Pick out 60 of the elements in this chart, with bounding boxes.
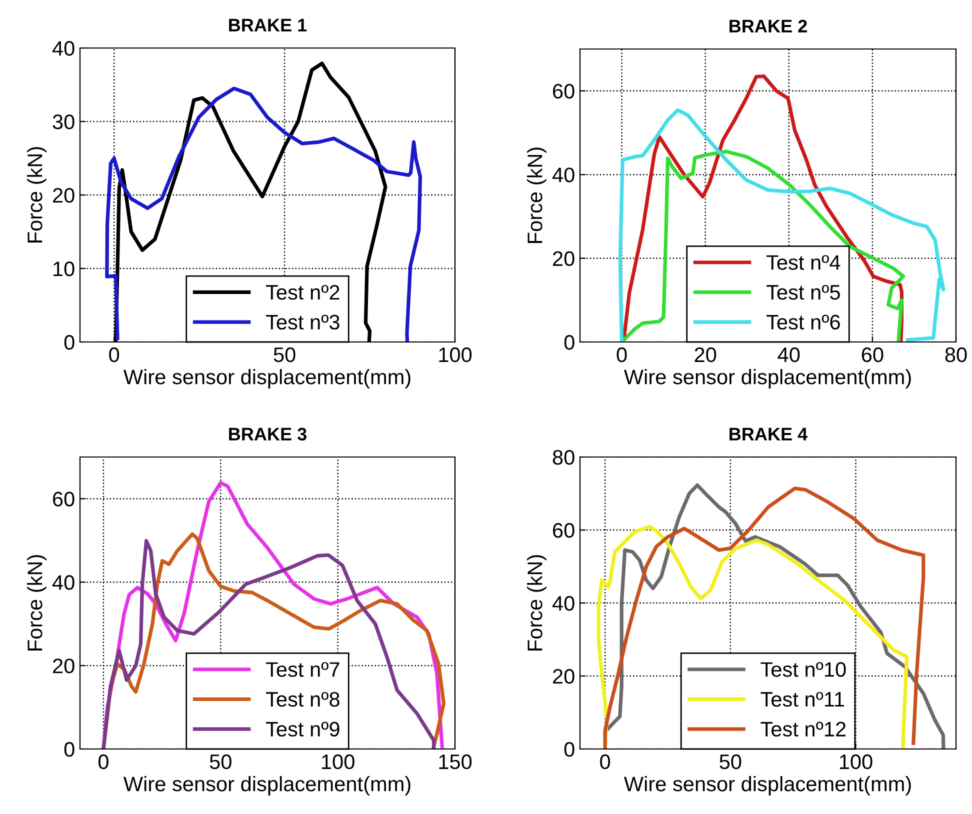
x-axis-title: Wire sensor displacement(mm): [624, 369, 911, 388]
y-tick-label: 80: [552, 450, 574, 465]
line-series: [622, 74, 904, 342]
y-tick-label: 0: [564, 335, 574, 350]
y-tick-label: 10: [54, 262, 74, 276]
legend-label: Test nº6: [766, 314, 840, 330]
x-tick-label: 20: [694, 347, 716, 362]
chart-title: BRAKE 4: [730, 428, 808, 440]
line-series: [596, 524, 909, 749]
x-tick-label: 100: [439, 347, 472, 362]
y-tick-label: 0: [64, 742, 74, 757]
x-tick-label: 50: [210, 754, 232, 770]
x-tick-label: 100: [840, 754, 872, 770]
x-tick-label: 60: [862, 347, 884, 362]
y-tick-label: 30: [52, 114, 74, 130]
y-axis-title: Force (kN): [526, 555, 546, 650]
y-axis-title: Force (kN): [26, 555, 46, 650]
y-tick-label: 20: [553, 669, 574, 684]
chart-title: BRAKE 2: [730, 20, 807, 32]
x-tick-label: 0: [600, 754, 610, 770]
line-series: [618, 108, 946, 342]
x-tick-label: 80: [945, 347, 967, 362]
x-axis-title: Wire sensor displacement(mm): [123, 369, 410, 388]
y-tick-label: 40: [52, 575, 74, 590]
x-tick-label: 150: [439, 754, 472, 770]
line-series: [105, 86, 422, 342]
y-tick-label: 20: [53, 188, 74, 203]
y-axis-title: Force (kN): [526, 148, 546, 243]
y-tick-label: 20: [53, 658, 74, 674]
x-tick-label: 100: [322, 754, 354, 770]
legend-label: Test nº3: [266, 314, 340, 330]
y-axis-title: Force (kN): [26, 147, 46, 242]
x-tick-label: 50: [274, 347, 296, 362]
chart-title: BRAKE 3: [229, 428, 306, 441]
chart-title: BRAKE 1: [229, 18, 307, 32]
legend-label: Test nº9: [266, 722, 340, 737]
y-tick-label: 60: [553, 523, 574, 538]
y-tick-label: 40: [552, 596, 574, 611]
y-tick-label: 40: [552, 168, 574, 182]
legend-label: Test nº10: [760, 662, 846, 677]
legend-label: Test nº12: [760, 722, 846, 737]
legend-label: Test nº2: [266, 284, 340, 300]
x-tick-label: 40: [778, 347, 800, 362]
x-tick-label: 0: [98, 754, 108, 770]
y-tick-label: 60: [53, 492, 74, 506]
x-tick-label: 50: [720, 754, 742, 770]
x-axis-title: Wire sensor displacement(mm): [624, 776, 911, 796]
x-tick-label: 0: [109, 347, 120, 362]
legend-label: Test nº11: [760, 692, 844, 707]
legend-label: Test nº4: [766, 255, 840, 270]
y-tick-label: 20: [553, 251, 574, 266]
y-tick-label: 60: [553, 84, 574, 99]
legend-label: Test nº8: [266, 692, 340, 707]
y-tick-label: 40: [52, 41, 74, 56]
y-tick-label: 0: [64, 335, 74, 350]
legend-label: Test nº5: [766, 284, 840, 300]
x-axis-title: Wire sensor displacement(mm): [123, 776, 410, 796]
x-tick-label: 0: [616, 347, 627, 362]
y-tick-label: 0: [564, 742, 574, 757]
legend-label: Test nº7: [266, 662, 340, 677]
